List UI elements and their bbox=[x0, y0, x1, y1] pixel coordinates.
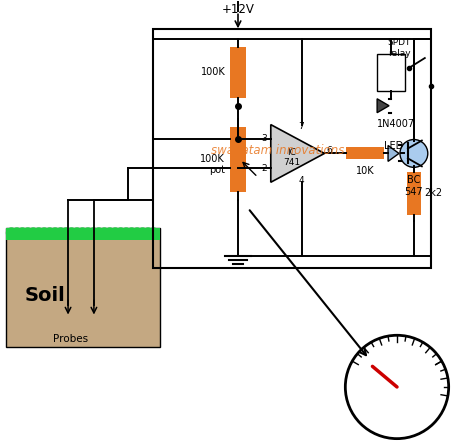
Bar bbox=[407, 172, 421, 215]
Circle shape bbox=[132, 228, 142, 238]
Text: +12V: +12V bbox=[221, 4, 255, 16]
Bar bbox=[377, 54, 405, 91]
Circle shape bbox=[50, 228, 60, 238]
Circle shape bbox=[143, 228, 153, 238]
Text: 100K: 100K bbox=[201, 67, 226, 77]
Text: BC
547: BC 547 bbox=[405, 175, 423, 197]
Circle shape bbox=[78, 228, 87, 238]
Bar bbox=[230, 47, 246, 98]
Text: swagatam innovations: swagatam innovations bbox=[211, 144, 345, 157]
Text: IC
741: IC 741 bbox=[283, 148, 300, 167]
Circle shape bbox=[346, 335, 449, 439]
Circle shape bbox=[94, 228, 104, 238]
Text: 6: 6 bbox=[327, 146, 332, 155]
Circle shape bbox=[148, 228, 158, 238]
Polygon shape bbox=[388, 146, 399, 161]
Text: 2: 2 bbox=[261, 164, 267, 173]
Text: SPDT
relay: SPDT relay bbox=[387, 38, 410, 58]
Circle shape bbox=[34, 228, 44, 238]
Bar bbox=[346, 147, 384, 159]
Circle shape bbox=[61, 228, 71, 238]
Bar bbox=[230, 127, 246, 192]
Circle shape bbox=[89, 228, 99, 238]
Text: 7: 7 bbox=[299, 122, 304, 131]
Text: Probes: Probes bbox=[54, 334, 89, 344]
Circle shape bbox=[55, 228, 65, 238]
Polygon shape bbox=[271, 125, 324, 182]
Text: 3: 3 bbox=[261, 134, 267, 143]
Circle shape bbox=[121, 228, 131, 238]
Text: 1N4007: 1N4007 bbox=[377, 119, 415, 129]
Text: 100K
pot: 100K pot bbox=[201, 154, 225, 175]
Circle shape bbox=[23, 228, 33, 238]
Circle shape bbox=[100, 228, 109, 238]
Text: 2k2: 2k2 bbox=[424, 188, 442, 198]
Circle shape bbox=[137, 228, 147, 238]
Circle shape bbox=[66, 228, 76, 238]
Circle shape bbox=[72, 228, 82, 238]
Circle shape bbox=[18, 228, 27, 238]
Circle shape bbox=[127, 228, 137, 238]
Bar bbox=[7, 228, 161, 240]
Circle shape bbox=[28, 228, 38, 238]
Circle shape bbox=[83, 228, 93, 238]
Text: Soil: Soil bbox=[24, 286, 65, 305]
Text: 10K: 10K bbox=[356, 166, 374, 176]
Text: 4: 4 bbox=[299, 176, 304, 185]
Circle shape bbox=[45, 228, 55, 238]
Circle shape bbox=[12, 228, 22, 238]
Circle shape bbox=[7, 228, 17, 238]
Circle shape bbox=[39, 228, 49, 238]
Text: LED: LED bbox=[384, 140, 404, 151]
Circle shape bbox=[400, 139, 428, 167]
Bar bbox=[153, 29, 431, 268]
Circle shape bbox=[105, 228, 115, 238]
Bar bbox=[7, 228, 161, 347]
Circle shape bbox=[116, 228, 126, 238]
Circle shape bbox=[110, 228, 120, 238]
Polygon shape bbox=[377, 99, 389, 113]
